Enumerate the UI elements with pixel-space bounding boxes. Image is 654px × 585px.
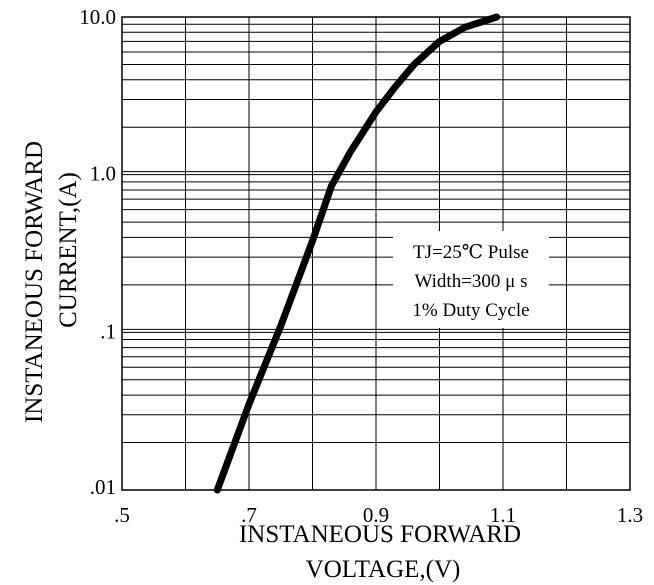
y-axis-label-line-2: CURRENT,(A) — [55, 172, 82, 328]
y-tick-label: 1.0 — [90, 162, 116, 186]
annotation-box — [393, 231, 549, 328]
chart-grid — [122, 17, 630, 490]
y-axis-label-line-1: INSTANEOUS FORWARD — [21, 141, 48, 423]
plot-border — [121, 16, 631, 491]
x-tick-label: .5 — [114, 503, 130, 527]
y-tick-label: 10.0 — [79, 5, 116, 29]
y-tick-labels: .01 .1 1.0 10.0 — [79, 5, 116, 499]
x-tick-label: 0.9 — [363, 503, 389, 527]
x-tick-label: 1.3 — [617, 503, 643, 527]
annotation-line-1: TJ=25℃ Pulse — [413, 242, 529, 263]
y-tick-label: .1 — [100, 319, 116, 343]
curve-layer — [213, 13, 501, 494]
x-tick-labels: .5 .7 0.9 1.1 1.3 — [114, 503, 643, 527]
x-axis-label-line-1: INSTANEOUS FORWARD — [239, 521, 521, 548]
annotation-line-3: 1% Duty Cycle — [412, 300, 529, 321]
x-axis-label-line-2: VOLTAGE,(V) — [306, 556, 461, 583]
forward-current-curve — [213, 13, 501, 494]
x-tick-label: 1.1 — [490, 503, 516, 527]
x-tick-label: .7 — [241, 503, 257, 527]
y-tick-label: .01 — [90, 475, 116, 499]
plot-frame — [121, 16, 631, 491]
annotation-line-2: Width=300 μ s — [414, 271, 527, 292]
